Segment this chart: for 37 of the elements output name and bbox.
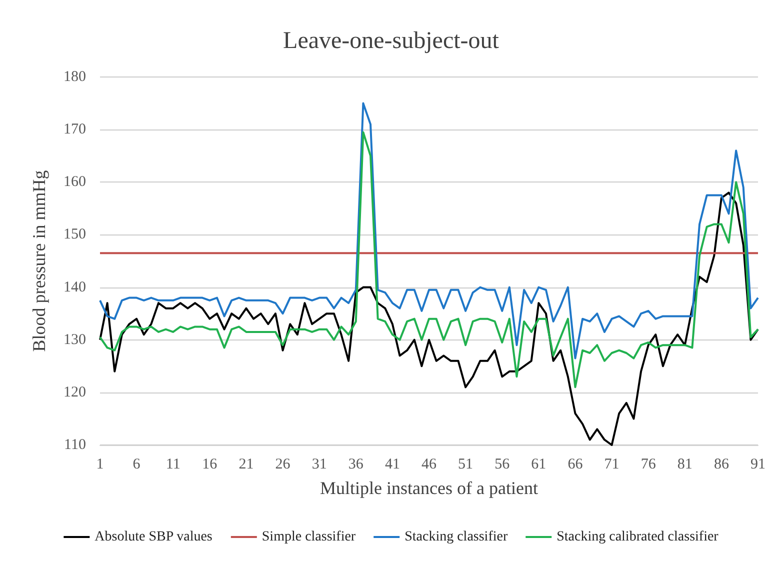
x-tick-label: 56 [494,456,510,472]
x-tick-label: 26 [275,456,291,472]
x-tick-label: 71 [604,456,620,472]
y-tick-label: 140 [64,279,86,296]
line-series [99,192,759,446]
y-axis-title: Blood pressure in mmHg [29,170,49,352]
legend-label: Simple classifier [262,530,356,544]
y-tick-label: 180 [64,69,86,85]
y-tick-label: 170 [64,122,86,138]
legend-label: Stacking calibrated classifier [556,530,719,544]
x-tick-label: 46 [422,456,437,472]
x-tick-label: 41 [384,456,400,472]
x-tick-label: 16 [202,456,218,472]
legend-label: Absolute SBP values [94,530,212,544]
x-tick-label: 91 [750,456,766,472]
x-tick-label: 11 [166,456,180,472]
x-tick-label: 61 [531,456,546,472]
chart-title: Leave-one-subject-out [283,28,500,54]
x-tick-label: 81 [677,456,692,472]
x-tick-label: 1 [96,456,104,472]
x-tick-label: 86 [714,456,730,472]
y-tick-label: 130 [64,332,86,348]
x-tick-label: 21 [238,456,254,472]
legend-label: Stacking classifier [404,530,508,544]
x-tick-label: 31 [312,456,327,472]
y-tick-label: 120 [64,384,86,400]
y-tick-label: 160 [64,174,86,190]
y-tick-label: 150 [64,226,86,243]
x-tick-label: 36 [348,456,364,472]
x-axis-title: Multiple instances of a patient [320,478,538,498]
x-tick-label: 66 [568,456,584,472]
y-tick-label: 110 [64,437,86,453]
x-tick-label: 6 [132,456,141,472]
x-tick-label: 76 [640,456,656,472]
line-series [99,131,759,388]
line-series [99,102,759,360]
x-tick-label: 51 [458,456,474,472]
